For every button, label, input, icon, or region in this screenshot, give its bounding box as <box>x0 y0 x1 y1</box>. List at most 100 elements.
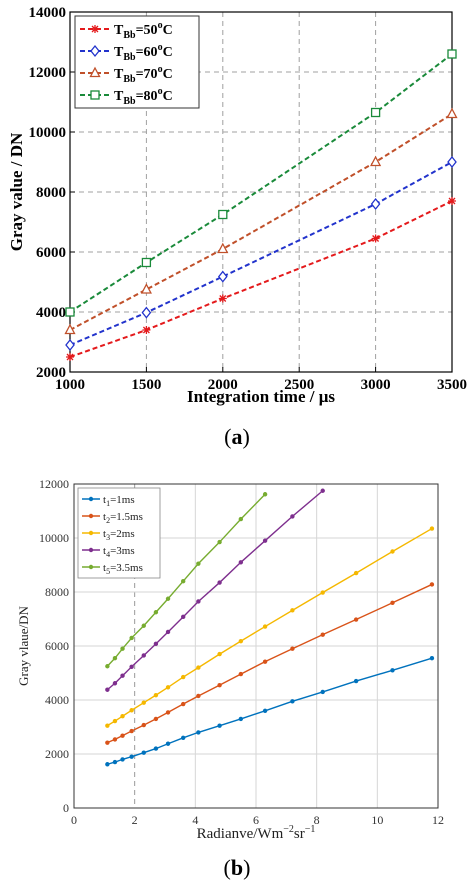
data-point <box>390 549 395 554</box>
y-tick-label: 4000 <box>36 305 66 321</box>
data-point <box>353 570 359 576</box>
y-tick-label: 8000 <box>36 185 66 201</box>
data-point <box>238 638 244 644</box>
data-point <box>129 728 134 734</box>
y-tick-label: 2000 <box>45 747 69 761</box>
data-point <box>446 107 458 119</box>
data-point <box>89 66 101 78</box>
legend-marker-2 <box>88 530 94 536</box>
y-axis-label: Gray value / DN <box>7 132 26 251</box>
data-point <box>142 326 151 334</box>
data-point <box>105 762 110 767</box>
data-point <box>429 582 435 587</box>
data-point <box>165 741 171 746</box>
data-point <box>353 678 359 684</box>
data-point <box>196 693 201 699</box>
data-point <box>165 685 171 690</box>
data-point <box>290 608 295 613</box>
data-point <box>217 242 229 254</box>
x-tick-label: 12 <box>432 813 444 827</box>
x-tick-label: 4 <box>192 813 198 827</box>
data-point <box>320 632 325 637</box>
y-tick-label: 6000 <box>36 245 66 261</box>
data-point <box>153 610 159 615</box>
plot-frame <box>69 11 453 373</box>
data-point <box>140 283 152 294</box>
data-point <box>429 655 435 661</box>
legend-marker-4 <box>88 564 94 570</box>
legend-marker-1 <box>88 513 94 519</box>
data-point <box>320 590 325 595</box>
data-point <box>218 294 227 303</box>
data-point <box>320 689 325 695</box>
x-tick-label: 2000 <box>208 377 238 393</box>
data-point <box>112 737 118 742</box>
data-point <box>218 209 228 220</box>
y-tick-label: 8000 <box>45 585 69 599</box>
legend-label-2: t3=2ms <box>103 528 135 542</box>
data-point <box>447 49 457 59</box>
data-point <box>120 646 125 651</box>
data-point <box>141 653 146 658</box>
x-tick-label: 10 <box>371 813 383 827</box>
data-point <box>105 687 110 692</box>
data-point <box>91 25 99 33</box>
y-tick-label: 12000 <box>39 477 69 491</box>
data-point <box>105 664 110 669</box>
data-point <box>447 155 457 169</box>
data-point <box>217 723 222 728</box>
data-point <box>165 629 171 635</box>
data-point <box>217 682 222 688</box>
legend-marker-3 <box>88 547 94 553</box>
x-tick-label: 3500 <box>437 377 467 393</box>
data-point <box>217 270 228 283</box>
data-point <box>90 44 100 58</box>
x-tick-label: 1000 <box>55 377 85 393</box>
series-line-2 <box>69 113 453 331</box>
chart-b-gray-value-vs-radiance: 0 2 4 6 8 10 12 0 2000 4000 6000 8000 10000 12000 t1=1… <box>16 477 444 842</box>
legend-marker-0 <box>88 496 94 502</box>
data-point <box>65 338 75 352</box>
data-point <box>120 714 125 719</box>
data-point <box>370 197 381 211</box>
x-axis-label: Radianve/Wm−2sr−1 <box>197 824 316 842</box>
data-point <box>153 692 159 698</box>
data-point <box>120 757 125 762</box>
legend-label-2: TBb=70oC <box>114 64 173 85</box>
data-point <box>120 733 125 738</box>
data-point <box>141 750 146 755</box>
data-point <box>120 673 125 678</box>
data-point <box>112 681 118 686</box>
data-point <box>105 723 110 728</box>
data-point <box>66 353 74 361</box>
caption-a-letter: a <box>231 424 243 449</box>
data-point <box>429 526 435 531</box>
data-point <box>129 635 134 641</box>
data-point <box>196 665 201 670</box>
data-point <box>153 746 159 751</box>
data-point <box>141 306 152 319</box>
data-point <box>105 740 110 745</box>
data-point <box>141 722 146 728</box>
data-point <box>238 516 244 522</box>
data-point <box>290 514 295 519</box>
series-line-3 <box>69 53 453 313</box>
legend-label-3: TBb=80oC <box>114 86 173 107</box>
data-point <box>290 699 295 704</box>
data-point <box>165 596 171 601</box>
series-line-0 <box>69 200 453 358</box>
data-point <box>290 646 295 651</box>
data-point <box>196 730 201 735</box>
y-tick-label: 0 <box>63 801 69 815</box>
data-point <box>217 651 222 657</box>
x-tick-label: 3000 <box>361 377 391 393</box>
data-point <box>217 580 222 585</box>
data-point <box>141 623 146 628</box>
data-point <box>181 701 186 707</box>
data-point <box>90 90 100 100</box>
y-tick-label: 6000 <box>45 639 69 653</box>
data-point <box>238 560 244 565</box>
data-point <box>262 538 268 543</box>
plot-frame <box>73 483 439 809</box>
